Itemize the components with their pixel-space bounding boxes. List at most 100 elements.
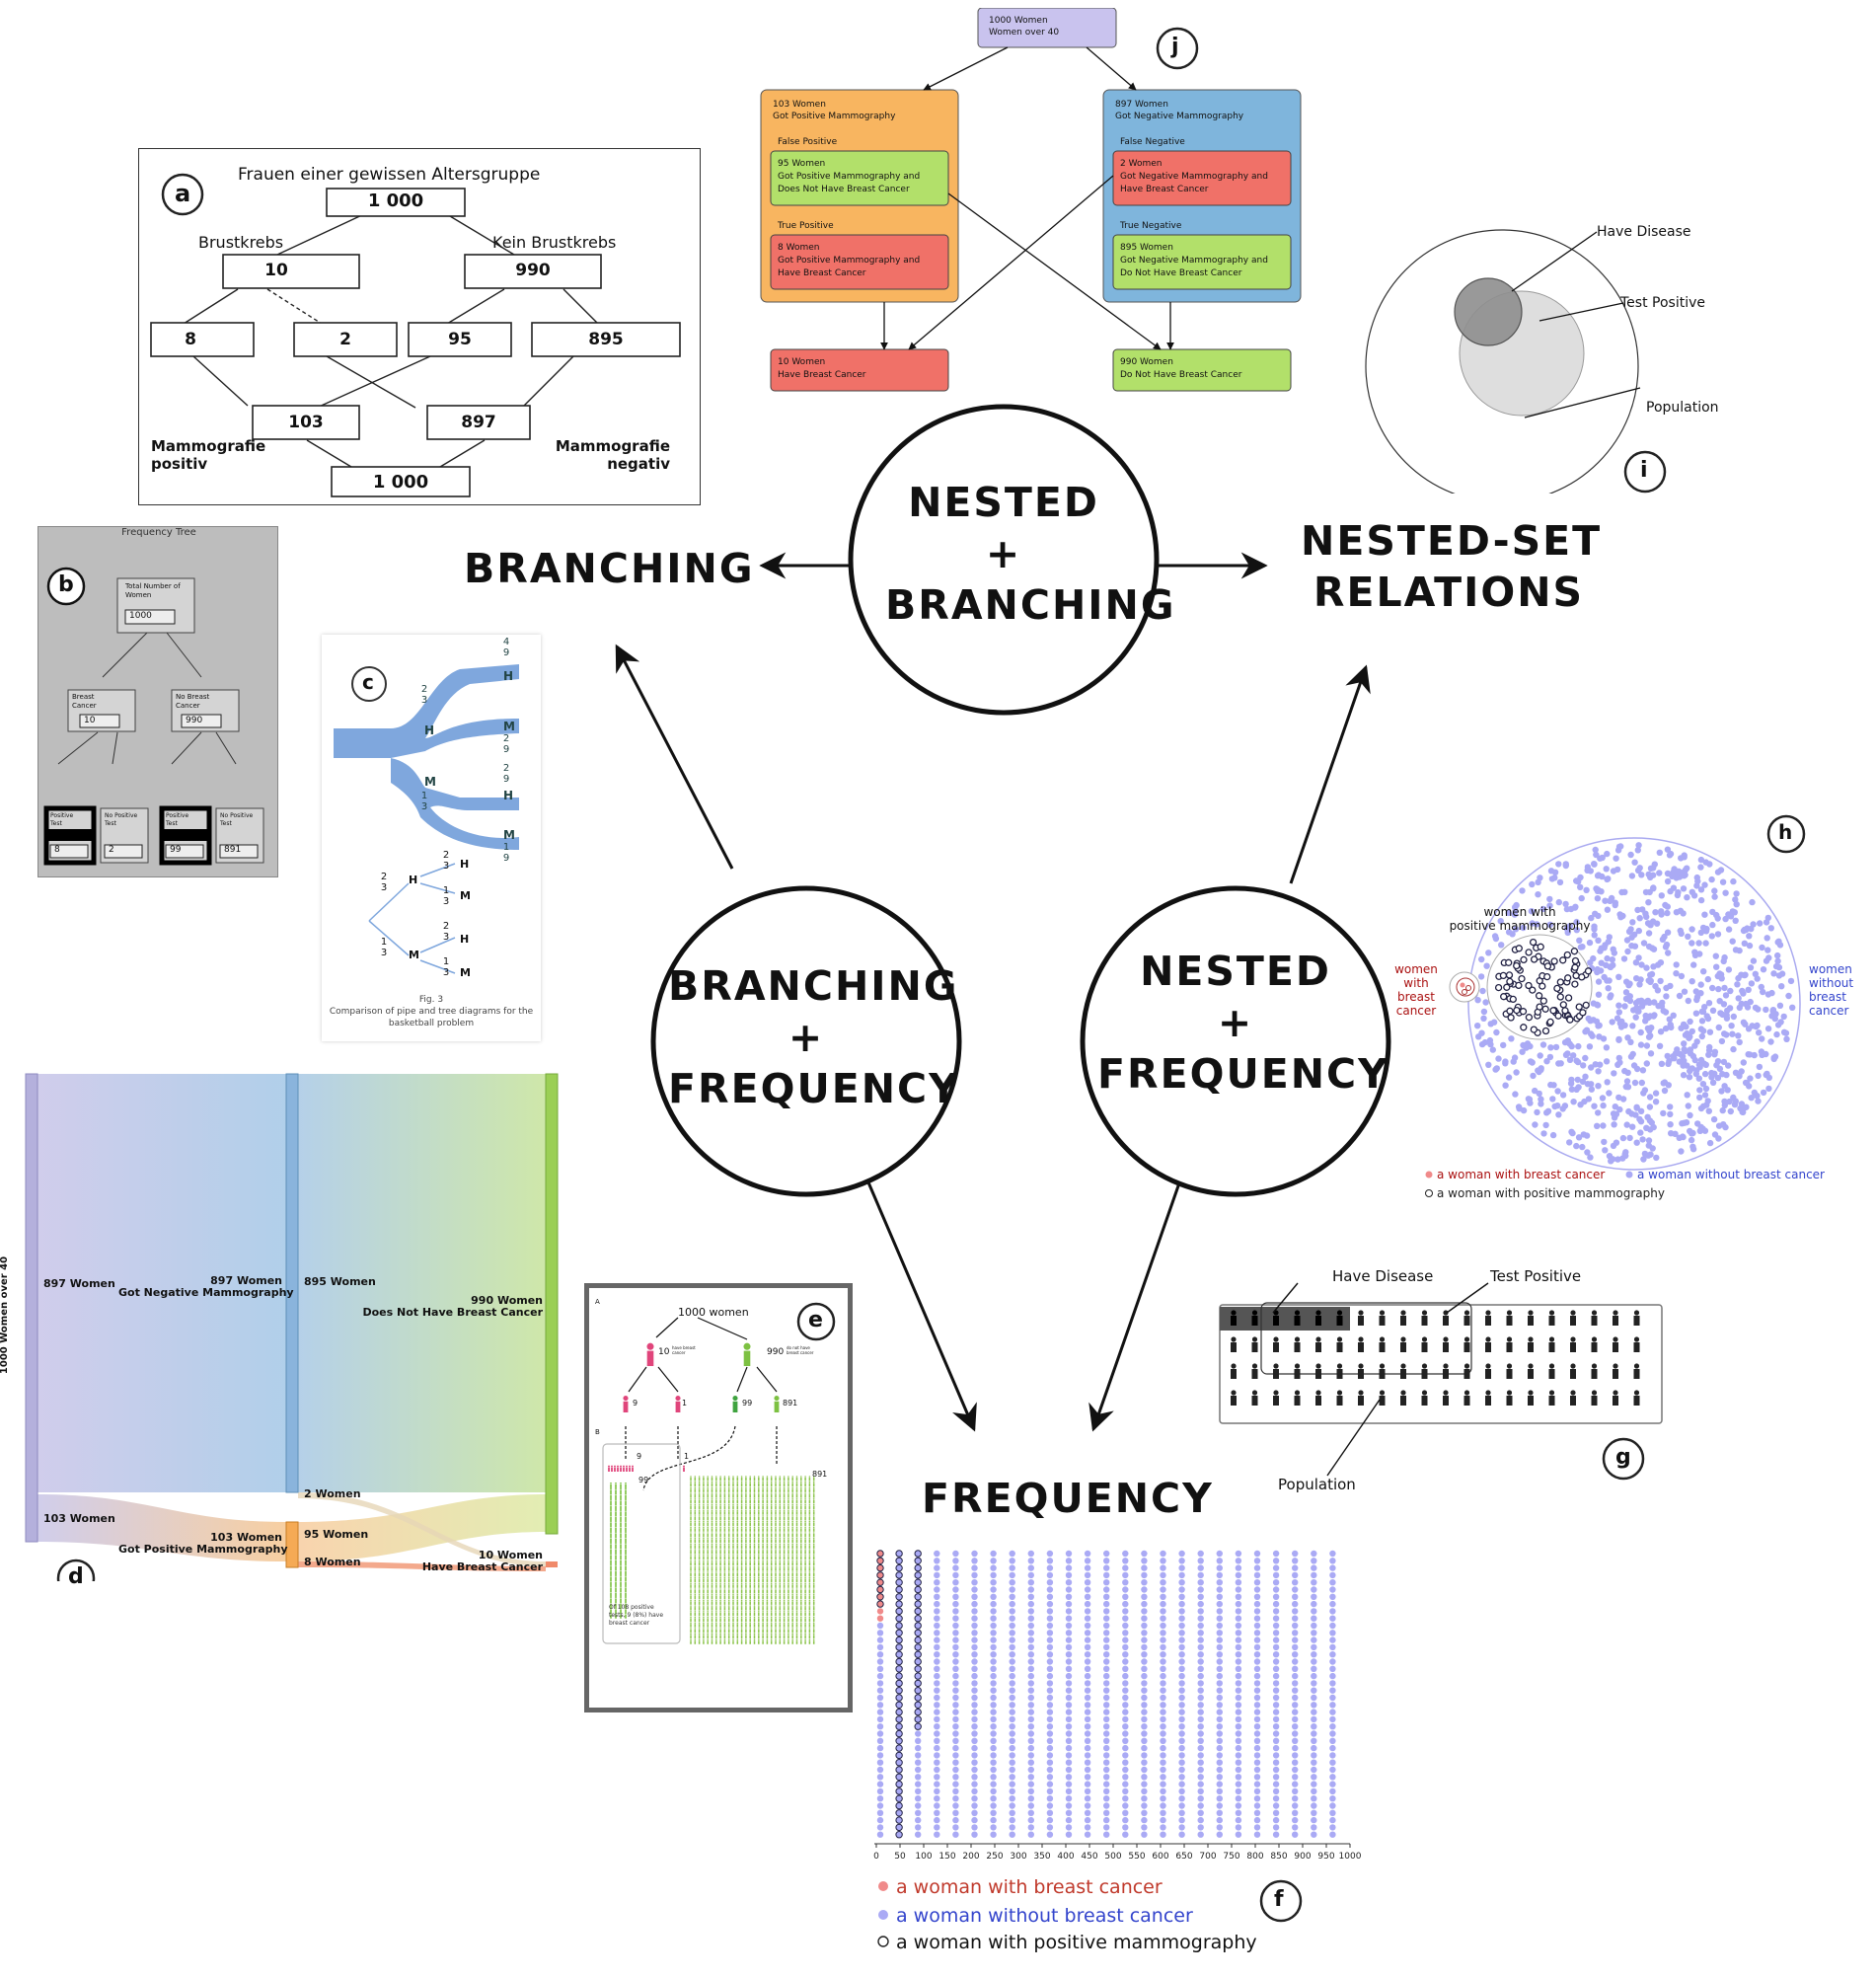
person-head (694, 1549, 697, 1551)
person-body (745, 1539, 747, 1544)
tick-label: 950 (1317, 1852, 1334, 1862)
person-head (745, 1537, 747, 1540)
panel-j-text: Got Positive Mammography and (778, 172, 921, 182)
person-head (736, 1560, 739, 1562)
person-head (615, 1509, 617, 1512)
person-head (1591, 1336, 1598, 1342)
person-head (711, 1588, 713, 1590)
person-head (766, 1486, 769, 1489)
waffle-dot (1216, 1658, 1223, 1665)
person-body (723, 1607, 726, 1611)
person-body (749, 1488, 751, 1492)
person-head (690, 1543, 692, 1546)
waffle-dot (1009, 1586, 1015, 1593)
person-body (610, 1522, 612, 1527)
person-head (1294, 1336, 1301, 1342)
person-head (736, 1515, 739, 1517)
dot (1695, 1075, 1702, 1082)
person-body (732, 1567, 734, 1571)
person-body (690, 1494, 692, 1498)
waffle-dot (876, 1824, 884, 1831)
panel-h-legend-cancer: a woman with breast cancer (1437, 1168, 1606, 1181)
dot (1594, 887, 1602, 894)
waffle-dot (1253, 1694, 1261, 1702)
panel-a-leaf-8: 8 (185, 330, 196, 349)
person-head (758, 1638, 760, 1641)
person-head (690, 1503, 692, 1506)
waffle-dot (1197, 1702, 1204, 1709)
person-head (625, 1525, 627, 1528)
waffle-dot (876, 1702, 884, 1709)
panel-b-text: No Positive (220, 812, 254, 819)
person-body (753, 1561, 756, 1565)
person-head (804, 1532, 806, 1534)
person-head (715, 1582, 717, 1585)
person-head (788, 1543, 789, 1546)
waffle-dot (1311, 1809, 1317, 1816)
person-head (800, 1593, 802, 1596)
person-head (749, 1588, 751, 1590)
person-head (745, 1638, 747, 1641)
person-body (727, 1528, 730, 1532)
panel-c-HH: H (460, 858, 470, 871)
person-head (703, 1520, 705, 1523)
person-head (690, 1628, 692, 1630)
person-head (723, 1498, 726, 1500)
person-head (762, 1599, 764, 1602)
waffle-dot (895, 1729, 903, 1738)
person-body (758, 1488, 760, 1492)
waffle-dot (1178, 1816, 1185, 1824)
person-body (723, 1561, 726, 1565)
waffle-dot (1009, 1809, 1015, 1816)
waffle-dot (1292, 1600, 1299, 1608)
person-head (804, 1515, 806, 1517)
person-body (779, 1595, 782, 1600)
person-head (791, 1481, 793, 1484)
person-body (736, 1511, 739, 1515)
person-head (804, 1593, 806, 1596)
positive-dot (1570, 948, 1579, 955)
dot (1730, 877, 1737, 885)
person-head (749, 1543, 751, 1546)
person-body (1251, 1342, 1258, 1352)
person-body (610, 1565, 612, 1570)
waffle-dot (1311, 1665, 1317, 1672)
panel-j-fp: False Positive (778, 137, 838, 147)
panel-e-svg (602, 1302, 836, 1644)
person-body (620, 1544, 622, 1549)
person-head (788, 1526, 789, 1529)
person-head (775, 1532, 777, 1534)
waffle-dot (1084, 1608, 1091, 1615)
waffle-dot (895, 1759, 903, 1767)
dot (1651, 861, 1658, 868)
person-head (808, 1481, 811, 1484)
waffle-dot (1084, 1564, 1091, 1571)
dot (1508, 1035, 1515, 1042)
person-body (749, 1516, 751, 1521)
waffle-dot (1272, 1759, 1280, 1766)
person-head (715, 1492, 717, 1494)
dot (1741, 971, 1748, 979)
person-head (694, 1633, 697, 1636)
person-body (762, 1567, 764, 1571)
tick-label: 1000 (1339, 1852, 1362, 1862)
dot (1657, 1028, 1665, 1035)
person-body (698, 1516, 701, 1521)
dot (1684, 1092, 1690, 1099)
waffle-dot (1272, 1593, 1280, 1600)
person-head (711, 1486, 713, 1489)
person-head (715, 1628, 717, 1630)
person-body (804, 1561, 806, 1565)
person-head (740, 1599, 743, 1602)
waffle-dot (1084, 1571, 1091, 1579)
waffle-dot (934, 1824, 940, 1831)
person-body (711, 1624, 713, 1628)
panel-a-leaf-895: 895 (588, 330, 624, 349)
person-body (694, 1551, 697, 1555)
person-body (804, 1522, 806, 1527)
person-body (795, 1624, 798, 1628)
dot (1604, 906, 1612, 913)
panel-g-figure-group (1231, 1310, 1640, 1406)
person-body (1251, 1396, 1258, 1406)
dot (1566, 923, 1574, 930)
